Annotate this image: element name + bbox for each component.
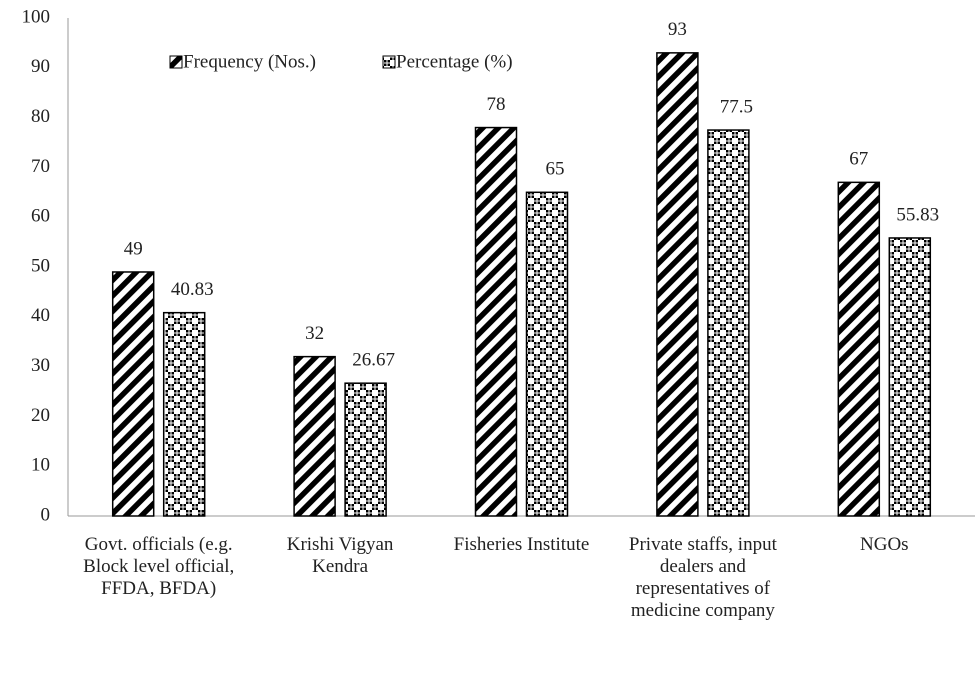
bar — [344, 382, 387, 517]
bar — [707, 129, 750, 517]
y-tick-label: 30 — [31, 355, 50, 376]
y-tick-label: 90 — [31, 56, 50, 77]
legend-swatch — [382, 55, 396, 69]
legend-label: Percentage (%) — [396, 51, 513, 72]
y-tick-label: 40 — [31, 305, 50, 326]
bar — [837, 181, 881, 517]
y-tick-label: 60 — [31, 206, 50, 227]
data-label: 26.67 — [352, 350, 395, 371]
y-tick-label: 100 — [22, 6, 51, 27]
data-label: 49 — [124, 238, 143, 259]
data-label: 32 — [305, 323, 324, 344]
bar — [888, 237, 932, 517]
x-tick-label: Govt. officials (e.g. Block level offici… — [83, 534, 235, 599]
x-tick-label: Private staffs, input dealers and repres… — [628, 534, 777, 621]
bar — [111, 271, 155, 517]
y-tick-label: 10 — [31, 455, 50, 476]
y-tick-label: 70 — [31, 156, 50, 177]
data-label: 93 — [668, 19, 687, 40]
y-tick-label: 20 — [31, 405, 50, 426]
bar — [656, 52, 699, 517]
data-label: 55.83 — [896, 204, 939, 225]
legend-swatch — [169, 55, 183, 69]
data-label: 67 — [849, 149, 868, 170]
data-label: 65 — [546, 159, 565, 180]
y-tick-label: 0 — [41, 504, 51, 525]
bar — [162, 311, 206, 517]
x-tick-label: NGOs — [860, 534, 909, 555]
x-tick-label: Fisheries Institute — [453, 534, 590, 555]
legend-label: Frequency (Nos.) — [183, 51, 316, 72]
y-tick-label: 50 — [31, 255, 50, 276]
data-label: 78 — [487, 94, 506, 115]
y-tick-label: 80 — [31, 106, 50, 127]
bar — [293, 355, 336, 517]
bar — [525, 191, 569, 517]
bar — [474, 126, 518, 517]
data-label: 40.83 — [171, 279, 214, 300]
data-label: 77.5 — [720, 96, 753, 117]
x-tick-label: Krishi Vigyan Kendra — [286, 534, 394, 577]
